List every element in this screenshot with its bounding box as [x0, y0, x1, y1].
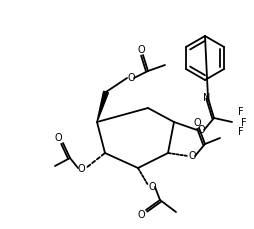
Text: O: O — [137, 45, 144, 55]
Text: F: F — [237, 127, 243, 137]
Text: N: N — [202, 93, 210, 103]
Text: O: O — [54, 133, 61, 143]
Text: O: O — [127, 73, 134, 83]
Text: O: O — [137, 210, 144, 220]
Text: F: F — [240, 118, 246, 128]
Text: O: O — [187, 151, 195, 161]
Text: O: O — [77, 164, 85, 174]
Text: O: O — [193, 118, 200, 128]
Text: O: O — [196, 125, 204, 135]
Text: F: F — [237, 107, 243, 117]
Text: O: O — [148, 182, 155, 192]
Polygon shape — [97, 91, 108, 122]
